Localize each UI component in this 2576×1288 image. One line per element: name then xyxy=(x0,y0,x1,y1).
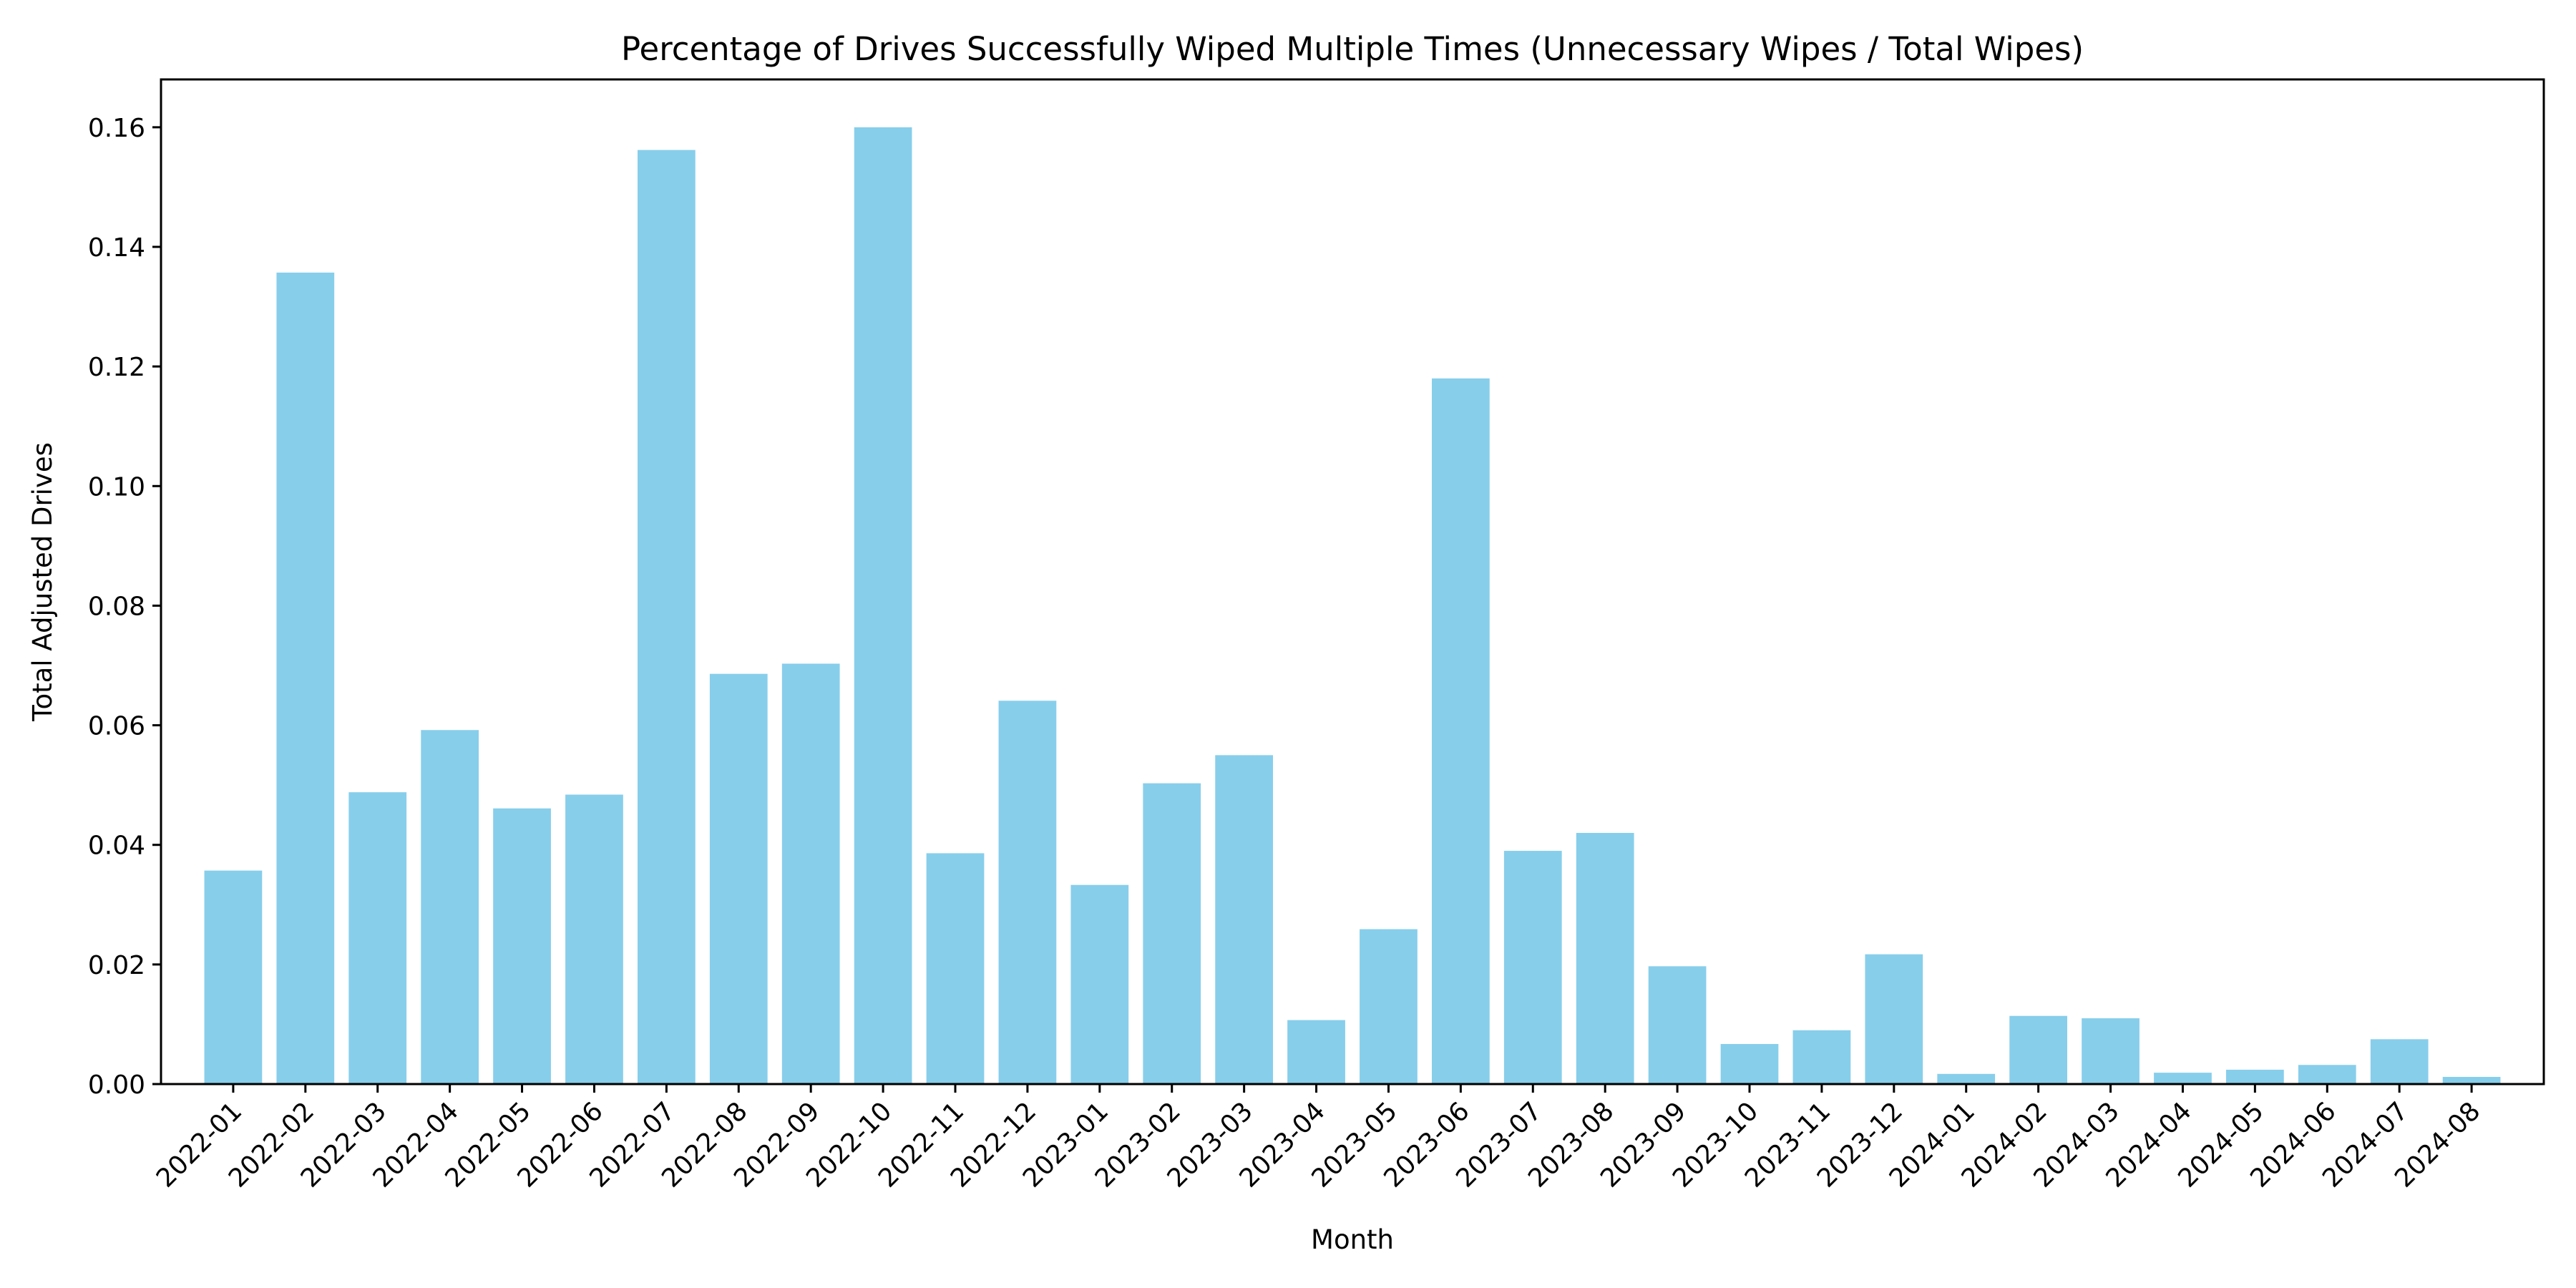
bar-2022-02 xyxy=(276,272,335,1085)
y-tick-label: 0.00 xyxy=(88,1070,145,1100)
bar-2022-04 xyxy=(421,730,479,1084)
y-tick-label: 0.14 xyxy=(88,233,145,263)
bar-2022-08 xyxy=(709,673,768,1084)
bar-2022-05 xyxy=(493,808,551,1084)
y-tick-label: 0.02 xyxy=(88,951,145,980)
bar-2022-07 xyxy=(638,150,696,1085)
bar-2024-06 xyxy=(2298,1065,2356,1084)
bar-2023-08 xyxy=(1576,833,1634,1084)
bar-2022-03 xyxy=(348,792,407,1084)
bar-2024-05 xyxy=(2226,1069,2284,1084)
bar-2023-04 xyxy=(1287,1020,1345,1084)
bar-2022-10 xyxy=(854,127,912,1085)
bar-2022-12 xyxy=(998,701,1057,1084)
bar-2024-03 xyxy=(2082,1018,2140,1084)
bar-2023-05 xyxy=(1360,929,1418,1084)
y-tick-label: 0.04 xyxy=(88,831,145,861)
bar-2024-01 xyxy=(1937,1073,1996,1084)
y-tick-label: 0.10 xyxy=(88,472,145,502)
y-tick-label: 0.12 xyxy=(88,353,145,382)
bar-2022-01 xyxy=(204,870,263,1084)
y-tick-label: 0.08 xyxy=(88,592,145,621)
plot-frame xyxy=(160,78,2545,1085)
y-tick-label: 0.06 xyxy=(88,712,145,741)
bar-2024-07 xyxy=(2370,1039,2429,1084)
bar-2023-02 xyxy=(1143,783,1201,1084)
x-axis-title: Month xyxy=(1311,1224,1394,1255)
bar-2023-12 xyxy=(1865,954,1923,1084)
bar-2022-09 xyxy=(781,663,840,1084)
bar-2023-07 xyxy=(1503,851,1562,1084)
bar-2022-11 xyxy=(926,853,985,1084)
y-axis-ticks: 0.00 0.02 0.04 0.06 0.08 0.10 0.12 0.14 0.16 xyxy=(88,114,161,1100)
bar-2024-02 xyxy=(2009,1015,2067,1084)
bar-2022-06 xyxy=(565,794,623,1084)
bar-2023-01 xyxy=(1070,884,1129,1084)
bar-2023-11 xyxy=(1792,1030,1851,1084)
bars-group xyxy=(204,127,2501,1085)
bar-2024-08 xyxy=(2442,1076,2501,1084)
bar-2023-03 xyxy=(1215,755,1273,1084)
y-axis-title: Total Adjusted Drives xyxy=(27,442,58,722)
chart-title: Percentage of Drives Successfully Wiped … xyxy=(621,30,2084,68)
bar-2023-10 xyxy=(1720,1044,1779,1084)
bar-2023-06 xyxy=(1432,378,1490,1084)
bar-2023-09 xyxy=(1648,966,1707,1084)
y-tick-label: 0.16 xyxy=(88,114,145,143)
bar-2024-04 xyxy=(2154,1073,2212,1084)
